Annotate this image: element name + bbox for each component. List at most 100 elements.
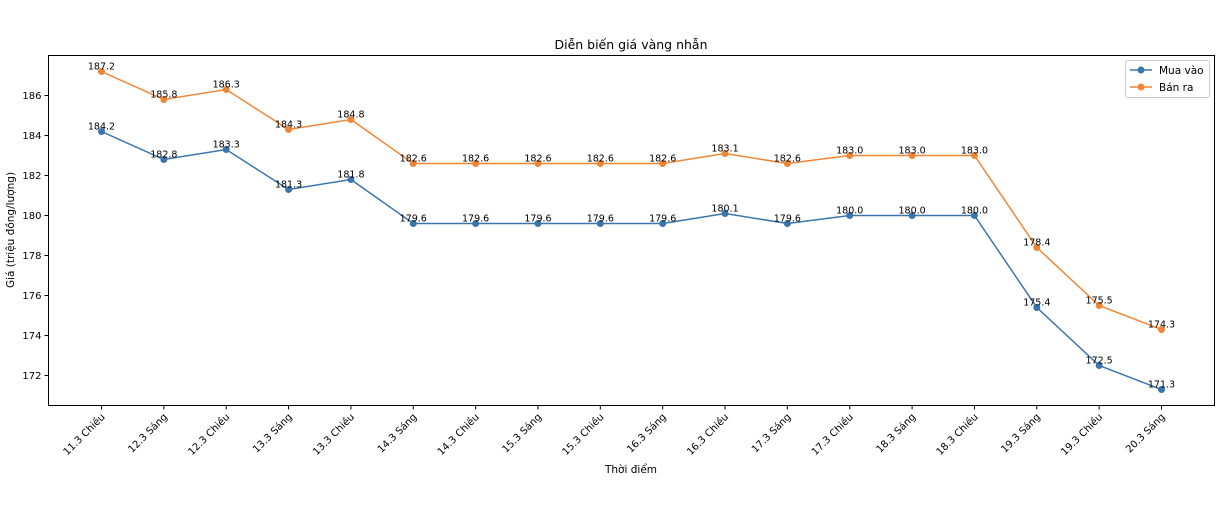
data-point (846, 212, 854, 219)
series-line-1 (101, 70, 1162, 331)
data-label: 180.0 (836, 206, 863, 217)
data-point (160, 156, 168, 163)
series-line-0 (101, 130, 1162, 391)
legend-label-mua-vao: Mua vào (1159, 65, 1204, 77)
x-tick-label: 16.3 Chiều (684, 411, 731, 458)
y-tick-label: 186 (22, 91, 41, 102)
data-label: 186.3 (213, 80, 240, 91)
x-tick-label: 16.3 Sáng (625, 411, 669, 455)
x-tick-label: 19.3 Chiều (1059, 411, 1106, 458)
data-point (1033, 304, 1041, 311)
data-label: 179.6 (587, 214, 614, 225)
data-label: 187.2 (88, 62, 115, 73)
data-point (1033, 244, 1041, 251)
data-point (721, 210, 729, 217)
x-tick-label: 12.3 Chiều (186, 411, 233, 458)
data-point (222, 146, 230, 153)
y-tick-label: 176 (22, 291, 41, 302)
data-point (970, 152, 978, 159)
data-label: 172.5 (1086, 356, 1113, 367)
data-label: 171.3 (1148, 380, 1175, 391)
x-tick-label: 14.3 Chiều (435, 411, 482, 458)
data-point (347, 176, 355, 183)
data-point (783, 160, 791, 167)
data-point (1095, 362, 1103, 369)
x-tick-label: 11.3 Chiều (61, 411, 108, 458)
data-point (1158, 386, 1165, 393)
data-point (1158, 326, 1165, 333)
data-point (472, 220, 480, 227)
legend-marker-mua-vao (1137, 66, 1145, 74)
data-label: 182.6 (649, 154, 676, 165)
data-label: 179.6 (462, 214, 489, 225)
data-label: 183.1 (711, 144, 738, 155)
data-point (846, 152, 854, 159)
y-tick-label: 178 (22, 251, 41, 262)
data-point (347, 116, 355, 123)
data-label: 184.3 (275, 120, 302, 131)
data-label: 181.3 (275, 180, 302, 191)
data-label: 179.6 (649, 214, 676, 225)
data-label: 174.3 (1148, 320, 1175, 331)
data-label: 182.6 (462, 154, 489, 165)
x-tick-label: 18.3 Chiều (934, 411, 981, 458)
x-axis-label: Thời điểm (604, 463, 657, 476)
data-label: 183.0 (898, 146, 925, 157)
x-tick-label: 19.3 Sáng (999, 411, 1043, 455)
x-tick-label: 12.3 Sáng (126, 411, 170, 455)
data-label: 180.1 (711, 204, 738, 215)
data-label: 179.6 (524, 214, 551, 225)
data-label: 182.6 (587, 154, 614, 165)
x-tick-label: 15.3 Chiều (560, 411, 607, 458)
data-point (409, 220, 417, 227)
legend: Mua vào Bán ra (1125, 60, 1210, 98)
y-tick-label: 184 (22, 131, 41, 142)
y-tick-label: 182 (22, 171, 41, 182)
data-point (285, 126, 293, 133)
data-label: 185.8 (150, 90, 177, 101)
x-tick-label: 18.3 Sáng (874, 411, 918, 455)
data-point (721, 150, 729, 157)
plot-area-frame (48, 55, 1215, 406)
data-label: 182.6 (400, 154, 427, 165)
data-point (596, 220, 604, 227)
data-label: 183.0 (836, 146, 863, 157)
x-tick-label: 13.3 Sáng (250, 411, 294, 455)
data-label: 179.6 (400, 214, 427, 225)
chart-title: Diễn biến giá vàng nhẫn (554, 37, 707, 52)
legend-marker-ban-ra (1137, 83, 1145, 91)
data-label: 184.2 (88, 122, 115, 133)
y-axis-label: Giá (triệu đồng/lượng) (5, 172, 17, 288)
y-tick-label: 174 (22, 331, 41, 342)
data-point (534, 160, 542, 167)
data-label: 178.4 (1023, 238, 1050, 249)
data-point (160, 96, 168, 103)
x-tick-label: 15.3 Sáng (500, 411, 544, 455)
data-point (409, 160, 417, 167)
data-label: 175.5 (1086, 296, 1113, 307)
data-label: 182.6 (774, 154, 801, 165)
data-point (472, 160, 480, 167)
data-point (534, 220, 542, 227)
x-tick-label: 20.3 Sáng (1123, 411, 1167, 455)
x-tick-label: 17.3 Chiều (809, 411, 856, 458)
data-label: 179.6 (774, 214, 801, 225)
y-tick-label: 180 (22, 211, 41, 222)
data-label: 184.8 (337, 110, 364, 121)
data-label: 175.4 (1023, 298, 1050, 309)
data-point (659, 160, 667, 167)
data-label: 183.3 (213, 140, 240, 151)
data-point (908, 212, 916, 219)
data-point (285, 186, 293, 193)
data-point (222, 86, 230, 93)
data-label: 180.0 (898, 206, 925, 217)
y-tick-label: 172 (22, 371, 41, 382)
x-tick-label: 13.3 Chiều (310, 411, 357, 458)
data-point (659, 220, 667, 227)
data-point (908, 152, 916, 159)
data-label: 181.8 (337, 170, 364, 181)
x-tick-label: 17.3 Sáng (749, 411, 793, 455)
data-point (98, 128, 105, 135)
data-point (1095, 302, 1103, 309)
